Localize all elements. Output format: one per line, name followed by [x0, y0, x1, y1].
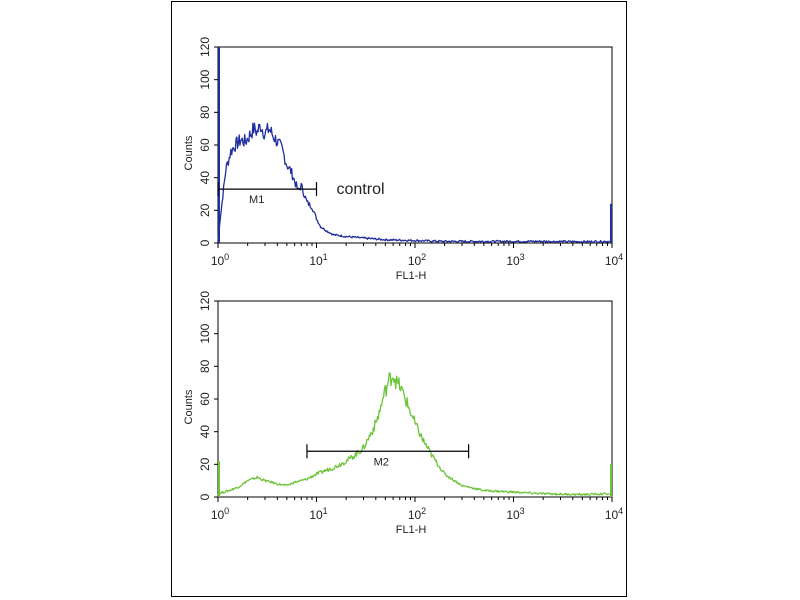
- y-tick-label: 40: [198, 171, 212, 185]
- y-tick-label: 60: [198, 138, 212, 152]
- histogram-panel-2: 0 20 40 60 80 100 120 Counts 100 101 102 103 104 FL1-…: [183, 291, 623, 536]
- x-tick-label: 104: [605, 506, 623, 522]
- y-tick-label: 20: [198, 457, 212, 471]
- control-annotation: control: [337, 181, 385, 198]
- x-tick-label: 103: [506, 252, 524, 268]
- marker-label: M2: [374, 456, 389, 468]
- y-tick-label: 60: [198, 392, 212, 406]
- y-tick-label: 120: [198, 37, 212, 57]
- histogram-panel-1: 0 20 40 60 80 100 120 Counts 100 101 102 103 104 FL1-…: [183, 37, 623, 282]
- y-tick-label: 80: [198, 359, 212, 373]
- x-tick-label: 104: [605, 252, 623, 268]
- y-tick-label: 20: [198, 203, 212, 217]
- y-axis-title: Counts: [183, 389, 195, 424]
- x-axis-title: FL1-H: [396, 524, 427, 536]
- y-tick-label: 100: [198, 323, 212, 343]
- y-tick-label: 0: [198, 239, 212, 246]
- y-tick-label: 120: [198, 291, 212, 311]
- series-line: [217, 372, 611, 496]
- x-tick-label: 101: [309, 252, 327, 268]
- y-tick-label: 0: [198, 493, 212, 500]
- x-tick-label: 102: [408, 252, 426, 268]
- x-tick-label: 100: [211, 252, 229, 268]
- y-tick-label: 40: [198, 425, 212, 439]
- series-line: [217, 122, 610, 244]
- x-axis-title: FL1-H: [396, 270, 427, 282]
- x-tick-label: 100: [211, 506, 229, 522]
- x-tick-label: 101: [309, 506, 327, 522]
- y-tick-label: 100: [198, 69, 212, 89]
- plot-area: [217, 300, 613, 498]
- x-tick-label: 103: [506, 506, 524, 522]
- y-axis-title: Counts: [183, 135, 195, 170]
- y-tick-label: 80: [198, 105, 212, 119]
- x-tick-label: 102: [408, 506, 426, 522]
- figure-frame: [171, 1, 627, 597]
- marker-label: M1: [249, 194, 264, 206]
